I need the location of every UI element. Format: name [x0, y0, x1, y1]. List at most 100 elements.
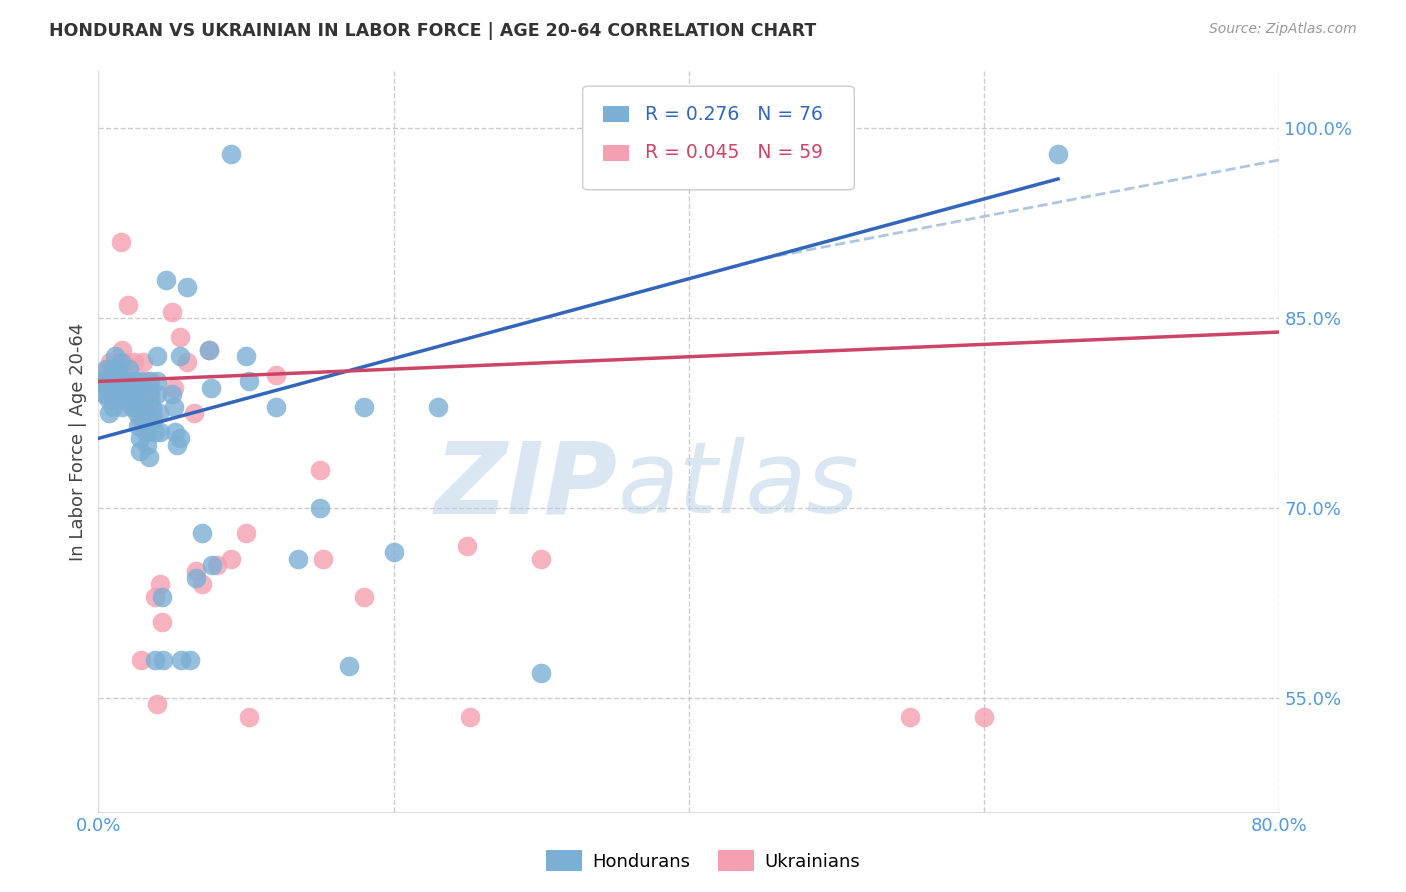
Point	[107, 375, 129, 389]
Point	[179, 653, 201, 667]
Point	[163, 381, 186, 395]
Point	[132, 381, 155, 395]
Point	[120, 375, 142, 389]
Point	[176, 279, 198, 293]
Point	[103, 368, 125, 383]
Point	[117, 375, 139, 389]
Point	[198, 343, 221, 357]
Point	[115, 393, 138, 408]
Point	[94, 361, 117, 376]
FancyBboxPatch shape	[603, 106, 628, 122]
Point	[169, 330, 191, 344]
Point	[110, 235, 132, 250]
Point	[117, 387, 139, 401]
Point	[135, 425, 157, 439]
Point	[353, 590, 375, 604]
Point	[143, 590, 166, 604]
Point	[136, 438, 159, 452]
Point	[93, 375, 115, 389]
Point	[118, 375, 141, 389]
Point	[353, 400, 375, 414]
Point	[264, 400, 287, 414]
Point	[93, 387, 115, 401]
Point	[162, 387, 183, 401]
Point	[127, 418, 149, 433]
Point	[110, 355, 132, 369]
Point	[457, 539, 479, 553]
Point	[184, 564, 207, 578]
Point	[460, 710, 482, 724]
Point	[312, 551, 335, 566]
Point	[191, 526, 214, 541]
Point	[162, 305, 183, 319]
Point	[149, 425, 172, 439]
Point	[1298, 140, 1320, 154]
Point	[139, 393, 162, 408]
Point	[238, 710, 260, 724]
Point	[205, 558, 228, 572]
Point	[287, 551, 309, 566]
Point	[382, 545, 405, 559]
Point	[135, 402, 157, 417]
Point	[107, 361, 129, 376]
Point	[103, 381, 125, 395]
Point	[141, 406, 163, 420]
Point	[125, 406, 148, 420]
Point	[900, 710, 922, 724]
Point	[111, 400, 134, 414]
Point	[96, 381, 118, 395]
Point	[530, 551, 553, 566]
Point	[184, 571, 207, 585]
Point	[103, 381, 125, 395]
Point	[122, 355, 145, 369]
Point	[238, 375, 260, 389]
Y-axis label: In Labor Force | Age 20-64: In Labor Force | Age 20-64	[69, 322, 87, 561]
Point	[221, 551, 243, 566]
Point	[150, 590, 173, 604]
Point	[128, 412, 150, 426]
Point	[121, 387, 143, 401]
Point	[166, 438, 188, 452]
Point	[121, 400, 143, 414]
Point	[125, 387, 148, 401]
Point	[111, 343, 134, 357]
Point	[112, 355, 135, 369]
Point	[200, 381, 222, 395]
Point	[973, 710, 995, 724]
Point	[309, 463, 332, 477]
Point	[139, 387, 162, 401]
Point	[110, 375, 132, 389]
Point	[90, 375, 112, 389]
Point	[98, 375, 121, 389]
Point	[122, 400, 145, 414]
Point	[221, 146, 243, 161]
Point	[114, 375, 136, 389]
Point	[97, 406, 120, 420]
Point	[427, 400, 450, 414]
Text: R = 0.276   N = 76: R = 0.276 N = 76	[645, 104, 823, 124]
Text: ZIP: ZIP	[434, 437, 619, 534]
Point	[94, 387, 117, 401]
Point	[134, 393, 156, 408]
Point	[339, 659, 361, 673]
Point	[136, 375, 159, 389]
Point	[169, 431, 191, 445]
Point	[169, 349, 191, 363]
Legend: Hondurans, Ukrainians: Hondurans, Ukrainians	[538, 843, 868, 879]
Point	[110, 387, 132, 401]
Point	[163, 400, 186, 414]
Point	[142, 412, 165, 426]
Point	[191, 577, 214, 591]
Point	[146, 387, 169, 401]
Text: HONDURAN VS UKRAINIAN IN LABOR FORCE | AGE 20-64 CORRELATION CHART: HONDURAN VS UKRAINIAN IN LABOR FORCE | A…	[49, 22, 817, 40]
Point	[103, 400, 125, 414]
Point	[146, 697, 169, 711]
Point	[105, 361, 128, 376]
Point	[115, 381, 138, 395]
Point	[309, 500, 332, 515]
Point	[98, 355, 121, 369]
Text: Source: ZipAtlas.com: Source: ZipAtlas.com	[1209, 22, 1357, 37]
Point	[132, 355, 155, 369]
Point	[143, 425, 166, 439]
Point	[155, 273, 177, 287]
